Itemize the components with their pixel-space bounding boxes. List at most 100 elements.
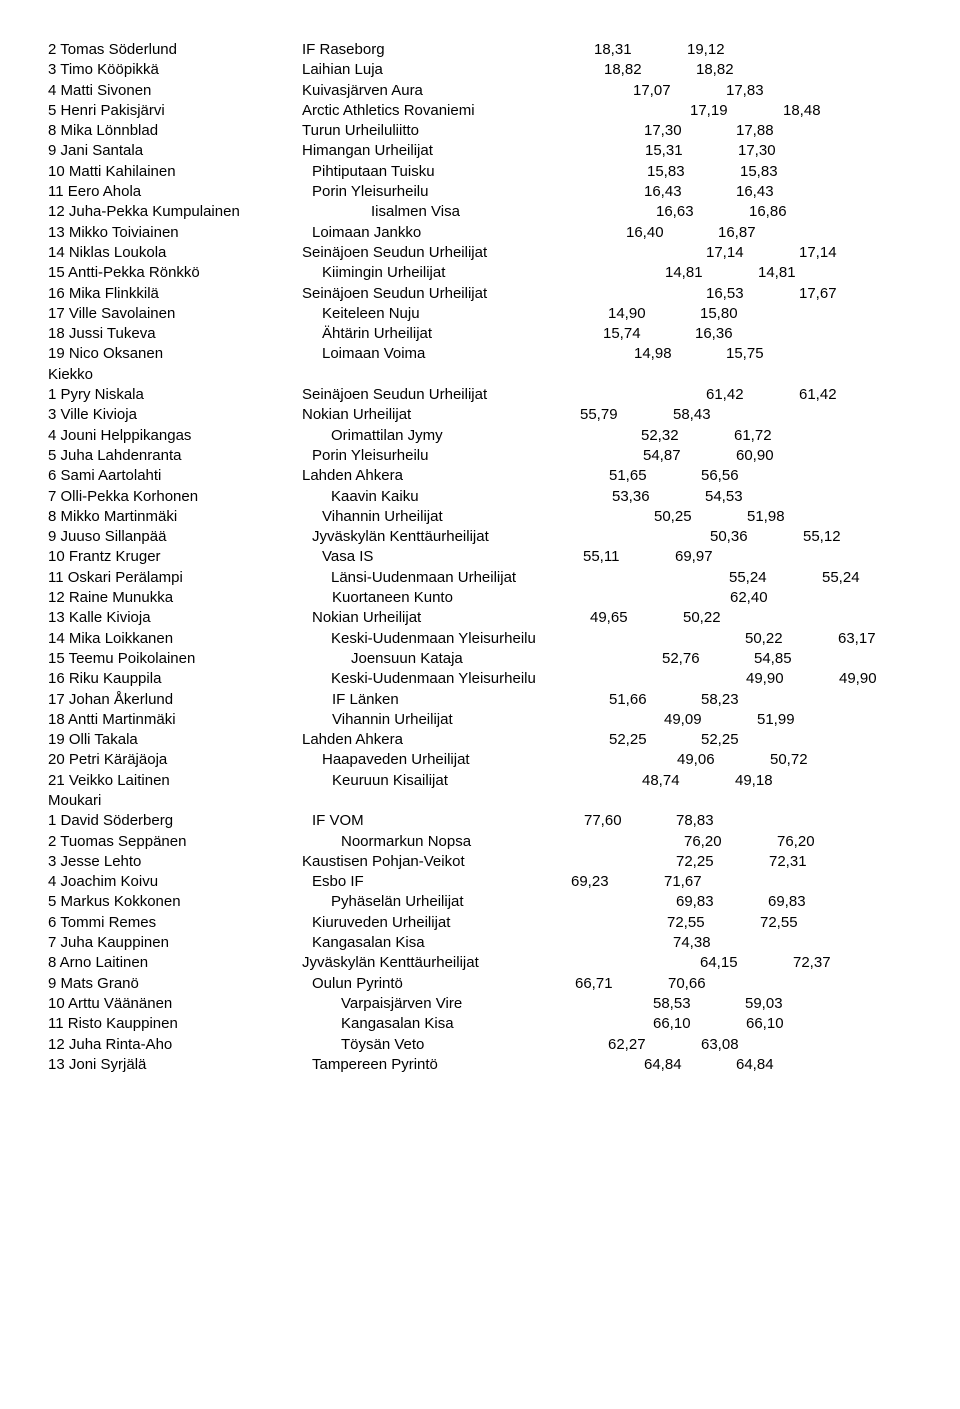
value-1: 50,22 (745, 629, 783, 649)
result-row: 8 Mika LönnbladTurun Urheiluliitto17,301… (48, 121, 912, 141)
rank-name: 3 Timo Kööpikkä (48, 60, 159, 80)
rank-name: 5 Henri Pakisjärvi (48, 101, 165, 121)
club: Laihian Luja (302, 60, 383, 80)
value-2: 16,36 (695, 324, 733, 344)
club: Orimattilan Jymy (331, 426, 443, 446)
value-1: 69,23 (571, 872, 609, 892)
result-row: 12 Raine Munukka Kuortaneen Kunto 62,40 (48, 588, 912, 608)
value-2: 58,43 (673, 405, 711, 425)
rank-name: 12 Raine Munukka (48, 588, 173, 608)
rank-name: 9 Jani Santala (48, 141, 143, 161)
value-1: 50,36 (710, 527, 748, 547)
value-1: 51,65 (609, 466, 647, 486)
value-1: 49,65 (590, 608, 628, 628)
club: Loimaan Jankko (312, 223, 421, 243)
club: Kangasalan Kisa (341, 1014, 454, 1034)
club: Kuortaneen Kunto (332, 588, 453, 608)
result-row: Moukari (48, 791, 912, 811)
rank-name: 2 Tomas Söderlund (48, 40, 177, 60)
result-row: 2 Tuomas SeppänenNoormarkun Nopsa76,2076… (48, 832, 912, 852)
rank-name: 7 Olli-Pekka Korhonen (48, 487, 198, 507)
rank-name: 1 Pyry Niskala (48, 385, 144, 405)
value-1: 53,36 (612, 487, 650, 507)
rank-name: 14 Mika Loikkanen (48, 629, 173, 649)
value-1: 55,11 (583, 547, 619, 567)
result-row: 10 Arttu VäänänenVarpaisjärven Vire58,53… (48, 994, 912, 1014)
result-row: 9 Juuso SillanpääJyväskylän Kenttäurheil… (48, 527, 912, 547)
result-row: 15 Antti-Pekka RönkköKiimingin Urheilija… (48, 263, 912, 283)
rank-name: 5 Markus Kokkonen (48, 892, 181, 912)
rank-name: 12 Juha-Pekka Kumpulainen (48, 202, 240, 222)
result-row: 14 Niklas LoukolaSeinäjoen Seudun Urheil… (48, 243, 912, 263)
rank-name: 19 Nico Oksanen (48, 344, 163, 364)
club: Tampereen Pyrintö (312, 1055, 438, 1075)
result-row: 4 Matti SivonenKuivasjärven Aura17,0717,… (48, 81, 912, 101)
result-row: 3 Timo KööpikkäLaihian Luja18,8218,82 (48, 60, 912, 80)
result-row: 1 Pyry Niskala Seinäjoen Seudun Urheilija… (48, 385, 912, 405)
value-1: 49,09 (664, 710, 702, 730)
value-2: 15,75 (726, 344, 764, 364)
result-row: 13 Mikko ToiviainenLoimaan Jankko16,4016… (48, 223, 912, 243)
rank-name: 10 Arttu Väänänen (48, 994, 172, 1014)
club: Seinäjoen Seudun Urheilijat (302, 243, 487, 263)
club: Jyväskylän Kenttäurheilijat (302, 953, 479, 973)
rank-name: 21 Veikko Laitinen (48, 771, 170, 791)
result-row: 21 Veikko LaitinenKeuruun Kisailijat48,7… (48, 771, 912, 791)
value-1: 18,31 (594, 40, 632, 60)
value-2: 17,88 (736, 121, 774, 141)
value-1: 54,87 (643, 446, 681, 466)
club: Vasa IS (322, 547, 373, 567)
value-1: 17,30 (644, 121, 682, 141)
section-header: Moukari (48, 791, 101, 811)
rank-name: 10 Matti Kahilainen (48, 162, 176, 182)
value-2: 17,83 (726, 81, 764, 101)
value-2: 16,87 (718, 223, 756, 243)
rank-name: 18 Antti Martinmäki (48, 710, 176, 730)
club: Lahden Ahkera (302, 730, 403, 750)
value-2: 49,90 (839, 669, 877, 689)
value-2: 16,86 (749, 202, 787, 222)
value-2: 18,48 (783, 101, 821, 121)
result-row: 5 Markus KokkonenPyhäselän Urheilijat69,… (48, 892, 912, 912)
value-1: 55,24 (729, 568, 767, 588)
result-row: 14 Mika LoikkanenKeski-Uudenmaan Yleisur… (48, 629, 912, 649)
value-1: 58,53 (653, 994, 691, 1014)
value-2: 60,90 (736, 446, 774, 466)
value-2: 59,03 (745, 994, 783, 1014)
value-2: 51,98 (747, 507, 785, 527)
result-row: 7 Olli-Pekka KorhonenKaavin Kaiku53,3654… (48, 487, 912, 507)
value-1: 64,15 (700, 953, 738, 973)
club: Seinäjoen Seudun Urheilijat (302, 385, 487, 405)
result-row: 9 Jani SantalaHimangan Urheilijat15,3117… (48, 141, 912, 161)
value-2: 55,12 (803, 527, 841, 547)
rank-name: 18 Jussi Tukeva (48, 324, 156, 344)
club: Keski-Uudenmaan Yleisurheilu (331, 669, 536, 689)
club: Nokian Urheilijat (312, 608, 421, 628)
club: Arctic Athletics Rovaniemi (302, 101, 475, 121)
result-row: 11 Oskari PerälampiLänsi-Uudenmaan Urhei… (48, 568, 912, 588)
value-1: 52,76 (662, 649, 700, 669)
rank-name: 15 Teemu Poikolainen (48, 649, 195, 669)
result-row: 9 Mats GranöOulun Pyrintö66,7170,66 (48, 974, 912, 994)
value-2: 16,43 (736, 182, 774, 202)
value-2: 62,40 (730, 588, 768, 608)
value-2: 64,84 (736, 1055, 774, 1075)
value-1: 52,25 (609, 730, 647, 750)
value-2: 17,67 (799, 284, 837, 304)
result-row: 5 Henri Pakisjärvi Arctic Athletics Rovan… (48, 101, 912, 121)
result-row: 13 Kalle KiviojaNokian Urheilijat49,6550… (48, 608, 912, 628)
club: IF VOM (312, 811, 364, 831)
result-row: 10 Matti KahilainenPihtiputaan Tuisku15,… (48, 162, 912, 182)
club: Keiteleen Nuju (322, 304, 420, 324)
result-row: 3 Jesse LehtoKaustisen Pohjan-Veikot72,2… (48, 852, 912, 872)
club: Töysän Veto (341, 1035, 424, 1055)
result-row: 13 Joni SyrjäläTampereen Pyrintö64,8464,… (48, 1055, 912, 1075)
rank-name: 13 Mikko Toiviainen (48, 223, 179, 243)
rank-name: 11 Risto Kauppinen (48, 1014, 178, 1034)
rank-name: 3 Jesse Lehto (48, 852, 141, 872)
club: Ähtärin Urheilijat (322, 324, 432, 344)
rank-name: 9 Juuso Sillanpää (48, 527, 166, 547)
value-2: 50,22 (683, 608, 721, 628)
rank-name: 10 Frantz Kruger (48, 547, 161, 567)
value-2: 54,85 (754, 649, 792, 669)
